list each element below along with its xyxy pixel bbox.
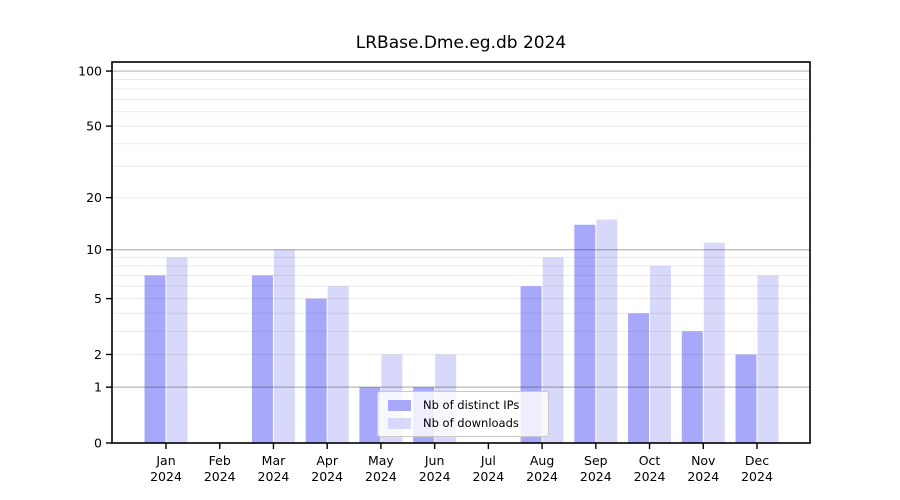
legend-label-distinct-ips: Nb of distinct IPs <box>423 398 520 412</box>
bar-apr-distinct-ips <box>305 298 327 443</box>
x-tick-label-month: Jun <box>424 453 445 468</box>
legend-label-downloads: Nb of downloads <box>423 416 519 430</box>
x-tick-label-month: Dec <box>745 453 769 468</box>
legend-item-distinct-ips: Nb of distinct IPs <box>388 398 538 412</box>
y-tick-label: 10 <box>86 242 102 257</box>
x-tick-label-year: 2024 <box>741 469 773 484</box>
x-tick-label-month: Oct <box>639 453 661 468</box>
x-tick-label-year: 2024 <box>419 469 451 484</box>
x-tick-label-year: 2024 <box>365 469 397 484</box>
bar-nov-downloads <box>703 242 725 443</box>
legend-item-downloads: Nb of downloads <box>388 416 538 430</box>
bar-dec-distinct-ips <box>735 354 757 443</box>
x-tick-label-year: 2024 <box>687 469 719 484</box>
y-tick-label: 5 <box>94 291 102 306</box>
chart-title: LRBase.Dme.eg.db 2024 <box>355 33 567 53</box>
x-tick-label-year: 2024 <box>311 469 343 484</box>
x-tick-label-year: 2024 <box>526 469 558 484</box>
legend-swatch-downloads <box>388 417 411 429</box>
bar-mar-downloads <box>273 249 295 443</box>
y-tick-label: 20 <box>86 190 102 205</box>
bar-oct-distinct-ips <box>628 313 650 443</box>
y-tick-label: 0 <box>94 436 102 451</box>
bar-jan-distinct-ips <box>144 275 166 443</box>
x-tick-label-month: Mar <box>262 453 286 468</box>
legend: Nb of distinct IPs Nb of downloads <box>377 391 549 437</box>
x-tick-label-month: Nov <box>691 453 716 468</box>
y-tick-label: 50 <box>86 119 102 134</box>
x-tick-label-month: Apr <box>316 453 338 468</box>
x-tick-label-month: Aug <box>530 453 554 468</box>
bar-sep-distinct-ips <box>574 224 596 443</box>
bar-oct-downloads <box>650 265 672 443</box>
x-tick-label-month: Feb <box>209 453 231 468</box>
x-tick-label-month: May <box>368 453 394 468</box>
bar-nov-distinct-ips <box>681 331 703 443</box>
bar-mar-distinct-ips <box>251 275 273 443</box>
bar-jan-downloads <box>166 257 188 443</box>
x-tick-label-year: 2024 <box>472 469 504 484</box>
x-tick-label-month: Jul <box>480 453 496 468</box>
legend-swatch-distinct-ips <box>388 399 411 411</box>
x-tick-label-month: Sep <box>584 453 608 468</box>
bar-apr-downloads <box>327 286 349 443</box>
y-tick-label: 2 <box>94 347 102 362</box>
bar-may-distinct-ips <box>359 387 381 443</box>
x-tick-label-year: 2024 <box>150 469 182 484</box>
x-tick-label-year: 2024 <box>580 469 612 484</box>
y-tick-label: 1 <box>94 380 102 395</box>
x-tick-label-year: 2024 <box>258 469 290 484</box>
bar-sep-downloads <box>596 219 618 443</box>
axes-frame <box>111 61 811 444</box>
x-tick-label-month: Jan <box>155 453 175 468</box>
y-tick-label: 100 <box>78 64 102 79</box>
x-tick-label-year: 2024 <box>634 469 666 484</box>
bar-dec-downloads <box>757 275 779 443</box>
x-tick-label-year: 2024 <box>204 469 236 484</box>
